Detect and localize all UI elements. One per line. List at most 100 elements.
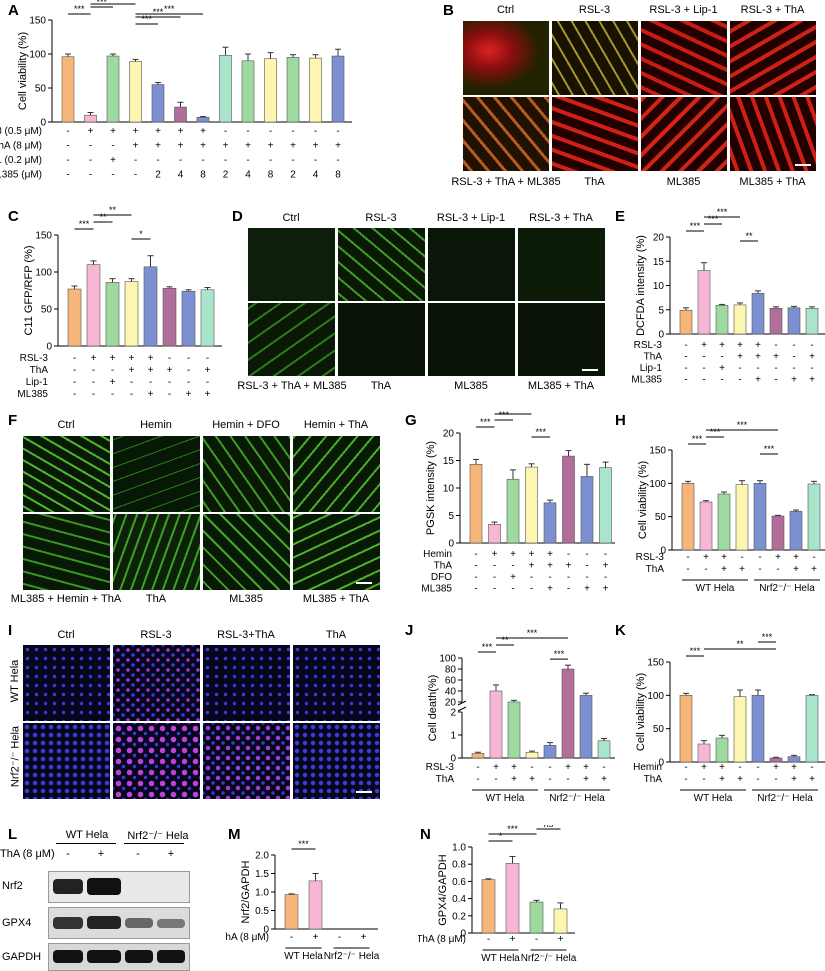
- bar: [789, 511, 803, 551]
- treatment-sign: +: [719, 774, 725, 785]
- treatment-sign: +: [129, 353, 135, 364]
- image-label: ML385 + Hemin + ThA: [10, 593, 122, 605]
- treatment-sign: +: [110, 155, 116, 166]
- y-tick-label: 80: [445, 665, 457, 676]
- significance-label: ***: [690, 221, 701, 231]
- treatment-sign: -: [66, 126, 69, 137]
- significance-label: ***: [692, 434, 703, 444]
- treatment-sign: +: [268, 141, 274, 152]
- y-tick-label: 150: [29, 16, 46, 27]
- significance-label: ***: [710, 427, 721, 437]
- micrograph: [337, 302, 426, 377]
- scale-bar: [356, 791, 372, 793]
- y-tick-label: 0: [460, 929, 466, 940]
- panel-letter-d: D: [232, 208, 243, 225]
- y-tick-label: 50: [35, 84, 47, 95]
- bar: [787, 756, 801, 763]
- micrograph: [202, 722, 291, 800]
- treatment-sign: +: [110, 353, 116, 364]
- treatment-sign: +: [603, 584, 609, 595]
- bar: [543, 502, 557, 544]
- treatment-label: RSL-3 (0.5 μM): [0, 126, 42, 137]
- treatment-label: ThA: [644, 352, 663, 363]
- treatment-sign: +: [529, 561, 535, 572]
- treatment-sign: -: [130, 389, 133, 400]
- treatment-sign: -: [111, 389, 114, 400]
- y-tick-label: 150: [647, 658, 664, 669]
- treatment-sign: +: [737, 340, 743, 351]
- significance-label: ***: [164, 4, 175, 14]
- row-label: WT Hela: [9, 659, 21, 703]
- treatment-label: RSL-3: [426, 762, 455, 773]
- y-tick-label: 100: [647, 691, 664, 702]
- treatment-label: ML385 (μM): [0, 170, 42, 181]
- treatment-sign: +: [719, 340, 725, 351]
- treatment-sign: -: [156, 155, 159, 166]
- treatment-sign: +: [547, 549, 553, 560]
- treatment-sign: -: [89, 155, 92, 166]
- treatment-sign: -: [686, 552, 689, 563]
- panel-letter-a: A: [8, 2, 19, 19]
- image-label: ML385 + ThA: [302, 593, 370, 605]
- treatment-sign: -: [774, 774, 777, 785]
- treatment-sign: +: [88, 126, 94, 137]
- treatment-sign: 4: [178, 170, 184, 181]
- treatment-sign: -: [89, 141, 92, 152]
- panel-f-images: Ctrl Hemin Hemin + DFO Hemin + ThA ML385…: [0, 410, 400, 620]
- treatment-sign: -: [566, 774, 569, 785]
- band: [53, 917, 83, 929]
- bar: [561, 668, 575, 759]
- significance-label: ***: [762, 632, 773, 642]
- image-label: ML385 + ThA: [739, 176, 806, 188]
- treatment-sign: +: [755, 352, 761, 363]
- image-label: ThA: [325, 629, 347, 641]
- y-tick-label: 5: [448, 511, 454, 522]
- bar: [681, 483, 695, 551]
- bar: [735, 484, 749, 551]
- y-tick-label: 5: [658, 305, 664, 316]
- treatment-sign: +: [148, 389, 154, 400]
- treatment-label: Hemin: [423, 549, 452, 560]
- treatment-sign: -: [494, 774, 497, 785]
- image-label: RSL-3: [365, 212, 397, 224]
- bar: [84, 114, 97, 123]
- bar: [679, 309, 693, 335]
- bar: [525, 466, 538, 544]
- bar: [86, 264, 101, 347]
- group-line: [124, 843, 184, 844]
- treatment-sign: -: [810, 762, 813, 773]
- y-tick-label: 50: [653, 724, 665, 735]
- treatment-sign: -: [774, 340, 777, 351]
- image-label: RSL-3 + Lip-1: [436, 212, 506, 224]
- treatment-sign: +: [583, 762, 589, 773]
- treatment-sign: -: [66, 155, 69, 166]
- treatment-sign: -: [168, 389, 171, 400]
- bar: [562, 455, 575, 544]
- band: [87, 916, 121, 929]
- treatment-sign: +: [719, 363, 725, 374]
- treatment-sign: -: [130, 377, 133, 388]
- significance-label: ***: [480, 417, 491, 427]
- treatment-label: ThA: [644, 774, 663, 785]
- bar: [543, 745, 557, 759]
- treatment-sign: +: [701, 762, 707, 773]
- treatment-sign: -: [567, 549, 570, 560]
- micrograph: [247, 302, 336, 377]
- micrograph: [22, 513, 111, 591]
- bar: [717, 493, 731, 551]
- treatment-sign: +: [811, 564, 817, 575]
- treatment-sign: -: [66, 141, 69, 152]
- y-tick-label: 0: [263, 925, 269, 936]
- significance-label: ***: [690, 646, 701, 656]
- treatment-sign: -: [73, 365, 76, 376]
- treatment-sign: +: [110, 126, 116, 137]
- significance-label: ***: [507, 825, 518, 834]
- significance-label: ***: [764, 444, 775, 454]
- y-tick-label: 100: [649, 479, 666, 490]
- significance-label: **: [109, 205, 117, 215]
- treatment-sign: +: [755, 340, 761, 351]
- panel-letter-g: G: [405, 412, 417, 429]
- treatment-label: ThA (8 μM): [225, 932, 269, 943]
- axis-break: [457, 700, 467, 712]
